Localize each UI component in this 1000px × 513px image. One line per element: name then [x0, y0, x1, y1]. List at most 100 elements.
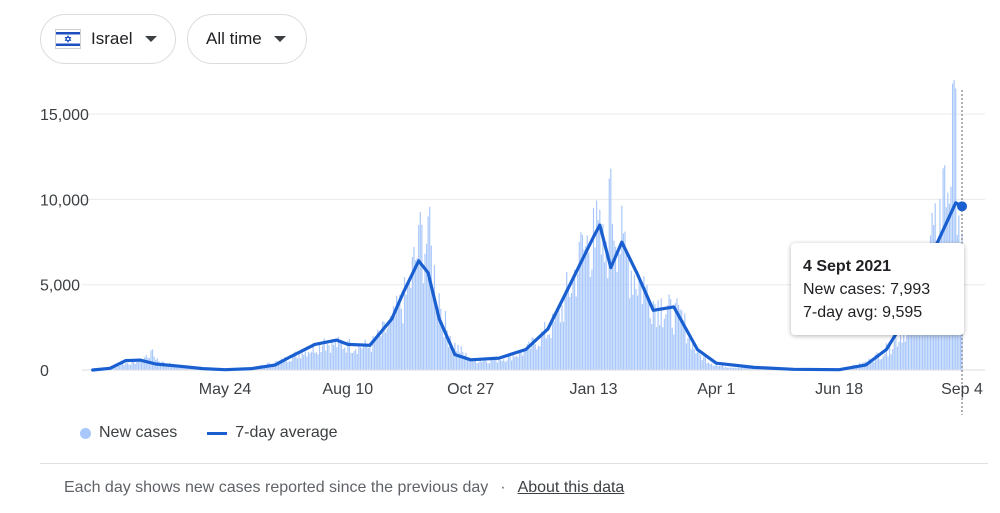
new-cases-bar	[411, 257, 413, 370]
new-cases-bar	[455, 351, 458, 370]
new-cases-bar	[506, 360, 508, 370]
new-cases-bar	[117, 365, 119, 370]
country-filter-button[interactable]: Israel	[40, 14, 176, 64]
new-cases-bar	[547, 334, 549, 370]
new-cases-bar	[607, 278, 609, 370]
new-cases-bar	[720, 365, 722, 370]
new-cases-bar	[911, 310, 913, 370]
new-cases-bar	[454, 342, 456, 370]
new-cases-bar	[122, 362, 124, 370]
new-cases-bar	[625, 250, 628, 370]
new-cases-bar	[139, 359, 141, 370]
new-cases-bar	[627, 259, 629, 370]
new-cases-bar	[355, 349, 357, 370]
new-cases-bar	[525, 347, 527, 370]
new-cases-bar	[344, 347, 346, 370]
new-cases-bar	[657, 300, 659, 370]
new-cases-bar	[712, 365, 714, 370]
new-cases-bar	[358, 344, 360, 370]
new-cases-bar	[614, 246, 617, 370]
new-cases-bar	[487, 363, 489, 370]
new-cases-bar	[605, 242, 607, 370]
new-cases-bar	[137, 358, 139, 370]
new-cases-bar	[444, 311, 447, 370]
new-cases-bar	[514, 357, 516, 370]
new-cases-bar	[564, 290, 566, 370]
new-cases-bar	[898, 341, 900, 370]
new-cases-bar	[548, 334, 550, 370]
new-cases-bar	[648, 295, 650, 370]
new-cases-bar	[646, 285, 648, 370]
new-cases-bar	[920, 316, 922, 370]
new-cases-bar	[570, 293, 573, 370]
new-cases-bar	[577, 273, 579, 370]
chart-footer: Each day shows new cases reported since …	[64, 479, 624, 497]
new-cases-bar	[144, 357, 146, 370]
new-cases-bar	[128, 364, 130, 370]
new-cases-bar	[895, 337, 897, 370]
new-cases-bar	[400, 308, 402, 370]
new-cases-bar	[561, 305, 563, 370]
new-cases-bar	[635, 288, 637, 370]
new-cases-bar	[539, 346, 541, 370]
y-tick-label: 5,000	[40, 278, 80, 295]
new-cases-bar	[120, 363, 122, 370]
footer-separator: ·	[500, 479, 506, 496]
new-cases-bar	[134, 363, 136, 370]
new-cases-bar	[585, 246, 587, 370]
new-cases-bar	[359, 347, 362, 370]
new-cases-bar	[632, 294, 634, 370]
new-cases-bar	[761, 368, 763, 370]
new-cases-bar	[322, 345, 324, 370]
new-cases-bar	[314, 353, 316, 370]
about-data-link[interactable]: About this data	[517, 479, 625, 496]
new-cases-bar	[745, 367, 747, 370]
new-cases-bar	[618, 247, 620, 370]
new-cases-bar	[347, 341, 349, 370]
new-cases-bar	[578, 242, 580, 370]
new-cases-bar	[562, 321, 565, 370]
chevron-down-icon	[273, 36, 286, 42]
new-cases-bar	[484, 360, 486, 370]
new-cases-bar	[380, 336, 382, 370]
new-cases-bar	[296, 358, 299, 370]
new-cases-bar	[528, 341, 530, 370]
new-cases-bar	[479, 360, 481, 370]
new-cases-bar	[904, 341, 906, 370]
new-cases-bar	[673, 334, 675, 370]
new-cases-bar	[140, 362, 143, 370]
new-cases-bar	[394, 316, 396, 370]
new-cases-bar	[512, 354, 514, 370]
x-tick-label: Apr 1	[697, 381, 735, 398]
new-cases-bar	[553, 321, 555, 370]
tooltip-date: 4 Sept 2021	[803, 258, 892, 275]
covid-cases-chart[interactable]: 0 5,000 10,000 15,000 May 24 Aug 10 Oct 27 Jan …	[0, 80, 1000, 420]
time-range-button[interactable]: All time	[187, 14, 307, 64]
new-cases-bar	[687, 338, 689, 370]
new-cases-legend-swatch	[80, 427, 91, 439]
new-cases-bar	[681, 310, 683, 370]
new-cases-bar	[660, 298, 662, 370]
new-cases-bar	[591, 269, 593, 370]
new-cases-bar	[307, 351, 310, 370]
new-cases-bar	[677, 304, 680, 370]
chart-tooltip: 4 Sept 2021 New cases: 7,993 7-day avg: …	[791, 243, 964, 335]
new-cases-bar	[707, 362, 710, 370]
new-cases-bar	[608, 178, 610, 370]
divider	[40, 463, 988, 464]
new-cases-bar	[501, 361, 503, 370]
new-cases-bar	[277, 360, 280, 370]
new-cases-bar	[378, 332, 380, 370]
new-cases-bar	[418, 225, 420, 370]
new-cases-bar	[468, 360, 470, 370]
new-cases-bar	[520, 352, 522, 370]
new-cases-bar	[734, 367, 736, 370]
new-cases-bar	[955, 88, 957, 370]
new-cases-bar	[718, 365, 721, 370]
average-legend-swatch	[207, 431, 228, 435]
chart-legend: New cases 7-day average	[80, 424, 338, 442]
new-cases-bar	[503, 359, 505, 370]
new-cases-bar	[422, 283, 425, 370]
new-cases-bar	[603, 262, 606, 370]
new-cases-bar	[682, 320, 684, 370]
